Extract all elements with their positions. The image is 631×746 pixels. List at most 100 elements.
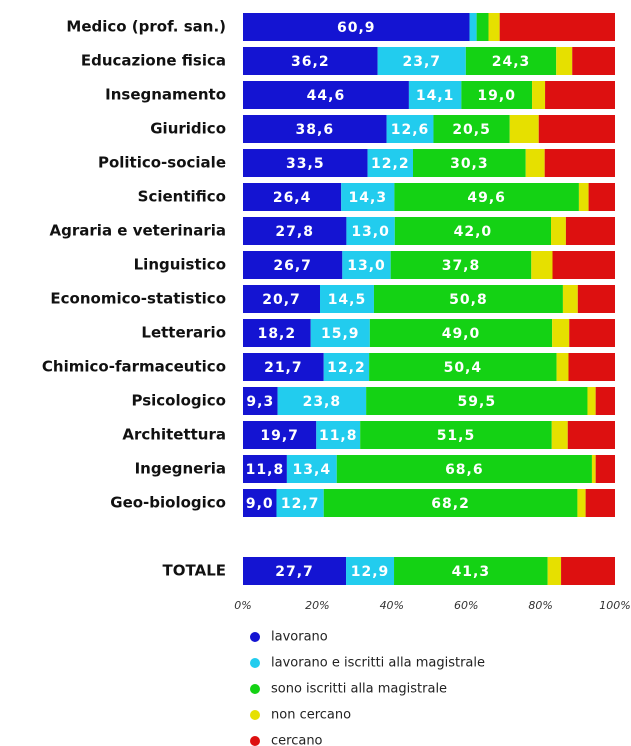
data-label: 68,2 bbox=[431, 496, 470, 512]
bar-segment bbox=[342, 251, 391, 279]
legend-label: non cercano bbox=[271, 708, 351, 723]
bar-segment bbox=[595, 387, 615, 415]
bar-segment bbox=[336, 455, 592, 483]
bar-segment bbox=[243, 353, 324, 381]
bar-segment bbox=[377, 47, 466, 75]
bar-segment bbox=[531, 251, 553, 279]
category-label: Ingegneria bbox=[135, 460, 226, 478]
bar-segment bbox=[587, 387, 596, 415]
bar-segment bbox=[595, 455, 615, 483]
bar-segment bbox=[243, 47, 378, 75]
bar-segment bbox=[277, 387, 367, 415]
data-label: 12,2 bbox=[371, 156, 410, 172]
bar-segment bbox=[390, 251, 532, 279]
data-label: 36,2 bbox=[291, 54, 330, 70]
bar-segment bbox=[243, 251, 343, 279]
data-label: 20,7 bbox=[262, 292, 301, 308]
bar-segment bbox=[547, 557, 562, 585]
data-label: 26,7 bbox=[273, 258, 312, 274]
bar-segment bbox=[469, 13, 477, 41]
data-label: 15,9 bbox=[321, 326, 360, 342]
bar-segment bbox=[591, 455, 596, 483]
bar-segment bbox=[538, 115, 615, 143]
data-label: 30,3 bbox=[450, 156, 489, 172]
data-label: 11,8 bbox=[319, 428, 358, 444]
bar-segment bbox=[545, 81, 615, 109]
category-label: Geo-biologico bbox=[110, 494, 226, 512]
bar-segment bbox=[243, 557, 347, 585]
bar-segment bbox=[243, 115, 387, 143]
bar-segment bbox=[394, 217, 552, 245]
bar-segment bbox=[569, 319, 615, 347]
x-tick-label: 60% bbox=[454, 599, 478, 612]
data-label: 11,8 bbox=[246, 462, 285, 478]
data-label: 13,0 bbox=[347, 258, 386, 274]
data-label: 12,9 bbox=[351, 564, 390, 580]
bar-segment bbox=[243, 149, 368, 177]
category-label: Educazione fisica bbox=[81, 52, 226, 70]
bar-segment bbox=[386, 115, 434, 143]
legend-label: lavorano bbox=[271, 630, 328, 645]
data-label: 27,8 bbox=[275, 224, 314, 240]
category-label: Politico-sociale bbox=[98, 154, 226, 172]
bar-segment bbox=[476, 13, 489, 41]
bar-segment bbox=[556, 353, 569, 381]
bar-segment bbox=[577, 489, 586, 517]
data-label: 49,6 bbox=[467, 190, 506, 206]
legend-label: cercano bbox=[271, 734, 323, 746]
bar-segment bbox=[413, 149, 526, 177]
bar-segment bbox=[585, 489, 615, 517]
data-label: 38,6 bbox=[296, 122, 335, 138]
bar-segment bbox=[366, 387, 588, 415]
x-tick-label: 80% bbox=[528, 599, 552, 612]
data-label: 19,0 bbox=[477, 88, 516, 104]
data-label: 21,7 bbox=[264, 360, 303, 376]
bar-segment bbox=[551, 217, 566, 245]
legend-marker bbox=[250, 684, 260, 694]
legend-marker bbox=[250, 736, 260, 746]
data-label: 23,7 bbox=[402, 54, 441, 70]
bar-segment bbox=[346, 217, 395, 245]
bar-segment bbox=[276, 489, 324, 517]
bar-segment bbox=[367, 149, 414, 177]
bar-segment bbox=[286, 455, 337, 483]
bar-segment bbox=[568, 353, 615, 381]
data-label: 12,7 bbox=[281, 496, 320, 512]
data-label: 68,6 bbox=[445, 462, 484, 478]
data-label: 18,2 bbox=[258, 326, 297, 342]
bar-segment bbox=[243, 285, 321, 313]
x-tick-label: 40% bbox=[380, 599, 404, 612]
category-label: Scientifico bbox=[138, 188, 226, 206]
data-label: 14,3 bbox=[349, 190, 388, 206]
category-label: Letterario bbox=[141, 324, 226, 342]
bar-segment bbox=[565, 217, 615, 245]
bar-segment bbox=[567, 421, 615, 449]
data-label: 13,0 bbox=[351, 224, 390, 240]
bar-segment bbox=[577, 285, 615, 313]
data-label: 9,3 bbox=[246, 394, 274, 410]
category-label: Chimico-farmaceutico bbox=[42, 358, 226, 376]
data-label: 12,2 bbox=[327, 360, 366, 376]
category-label: Giuridico bbox=[150, 120, 226, 138]
bar-segment bbox=[323, 353, 370, 381]
bar-segment bbox=[552, 251, 615, 279]
bar-segment bbox=[556, 47, 573, 75]
bar-segment bbox=[509, 115, 539, 143]
bar-segment bbox=[532, 81, 546, 109]
bar-segment bbox=[552, 319, 570, 347]
legend-label: lavorano e iscritti alla magistrale bbox=[271, 656, 485, 671]
bar-segment bbox=[346, 557, 395, 585]
category-label: Architettura bbox=[122, 426, 226, 444]
category-label: Insegnamento bbox=[105, 86, 226, 104]
data-label: 9,0 bbox=[246, 496, 274, 512]
bar-segment bbox=[323, 489, 578, 517]
bar-segment bbox=[320, 285, 374, 313]
bar-segment bbox=[243, 217, 347, 245]
data-label: 60,9 bbox=[337, 20, 376, 36]
bar-segment bbox=[243, 455, 287, 483]
data-label: 24,3 bbox=[492, 54, 531, 70]
data-label: 59,5 bbox=[458, 394, 497, 410]
bar-segment bbox=[243, 13, 470, 41]
category-label: Linguistico bbox=[134, 256, 226, 274]
